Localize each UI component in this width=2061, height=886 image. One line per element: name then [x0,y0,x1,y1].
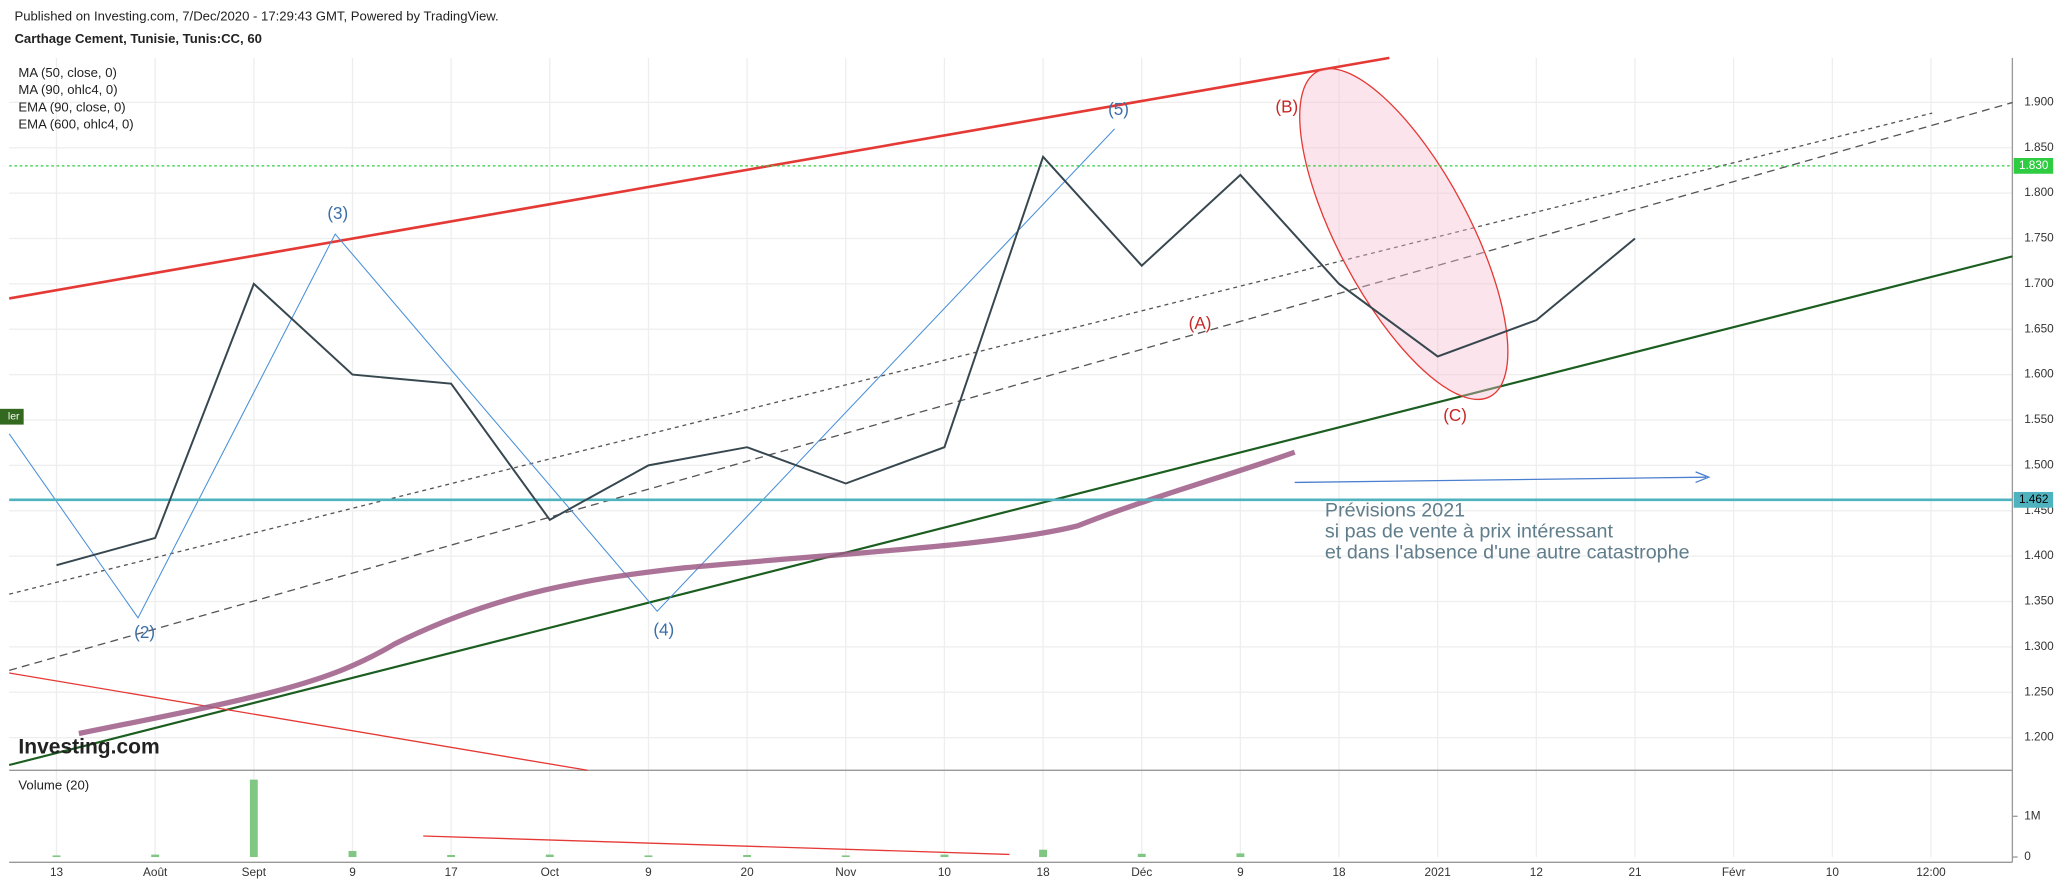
y-tick-label: 1.200 [2024,730,2054,744]
trend-line [9,112,1933,595]
x-tick-label: 13 [50,865,64,879]
indicator-label: EMA (90, close, 0) [18,99,125,114]
y-tick-label: 1.800 [2024,185,2054,199]
highlight-ellipse [1299,67,1509,401]
y-tick-label: 1.350 [2024,594,2054,608]
x-tick-label: 9 [1237,865,1244,879]
y-tick-label: 1M [2024,808,2040,822]
x-tick-label: 17 [445,865,458,879]
y-tick-label: 1.400 [2024,548,2054,562]
volume-bar [644,855,653,858]
x-tick-label: Oct [541,865,560,879]
y-tick-label: 1.750 [2024,231,2054,245]
y-tick-label: 1.700 [2024,276,2054,290]
volume-bar [743,855,752,858]
x-tick-label: Nov [835,865,856,879]
y-tick-label: 1.650 [2024,321,2054,335]
y-tick-label: 1.250 [2024,684,2054,698]
y-tick-label: 1.600 [2024,367,2054,381]
indicator-label: EMA (600, ohlc4, 0) [18,116,133,131]
forecast-text: si pas de vente à prix intéressant [1325,521,1614,543]
wave-label: (2) [134,623,155,642]
x-tick-label: 12:00 [1916,865,1946,879]
header: Published on Investing.com, 7/Dec/2020 -… [14,9,498,24]
volume-bar [447,855,456,858]
tag-bg [0,408,24,425]
x-tick-label: 9 [645,865,652,879]
indicator-label: MA (50, close, 0) [18,65,116,80]
trend-line [9,672,588,771]
forecast-text: Prévisions 2021 [1325,500,1465,522]
price-label: 1.462 [2019,492,2049,506]
ema-line [78,449,1296,737]
forecast-text: et dans l'absence d'une autre catastroph… [1325,542,1690,564]
volume-title: Volume (20) [18,778,89,793]
wave-label: (3) [327,204,348,223]
x-tick-label: Sept [242,865,267,879]
volume-bar [1137,853,1146,858]
y-tick-label: 1.550 [2024,412,2054,426]
x-tick-label: Déc [1131,865,1152,879]
y-tick-label: 1.850 [2024,140,2054,154]
volume-bar [545,854,554,858]
x-tick-label: 18 [1037,865,1051,879]
volume-bar [1039,849,1048,858]
price-line [56,154,1636,567]
logo: Investing.com [18,736,159,759]
volume-bar [348,850,357,858]
wave-label: (A) [1189,314,1212,333]
wave-label: (4) [653,620,674,639]
volume-bar [151,854,160,858]
volume-bar [1236,853,1245,858]
x-tick-label: Août [143,865,168,879]
arrow-head [1695,471,1711,484]
x-tick-label: 12 [1530,865,1543,879]
x-tick-label: 18 [1332,865,1346,879]
x-tick-label: 21 [1628,865,1641,879]
arrow [1294,476,1707,484]
tag: ler [8,410,20,422]
x-tick-label: 2021 [1425,865,1451,879]
x-tick-label: 10 [938,865,952,879]
x-tick-label: 10 [1826,865,1840,879]
y-tick-label: 1.500 [2024,457,2054,471]
subtitle: Carthage Cement, Tunisie, Tunis:CC, 60 [14,31,261,46]
volume-bar [249,779,258,858]
trend-line [8,255,2013,767]
trend-line [9,101,2013,672]
wave-label: (B) [1275,97,1298,116]
indicator-label: MA (90, ohlc4, 0) [18,82,117,97]
price-label-bg [2013,491,2054,508]
price-label-bg [2013,157,2054,174]
trend-line [423,835,1010,856]
y-tick-label: 1.900 [2024,94,2054,108]
x-tick-label: 9 [349,865,356,879]
y-tick-label: 0 [2024,849,2031,863]
price-label: 1.830 [2019,158,2049,172]
volume-bar [841,855,850,858]
x-tick-label: Févr [1722,865,1746,879]
wave-line [8,128,1116,619]
wave-label: (5) [1108,100,1129,119]
y-tick-label: 1.300 [2024,639,2054,653]
trend-line [8,56,1390,300]
x-tick-label: 20 [741,865,755,879]
volume-bar [940,854,949,858]
volume-bar [52,855,61,858]
wave-label: (C) [1443,406,1467,425]
